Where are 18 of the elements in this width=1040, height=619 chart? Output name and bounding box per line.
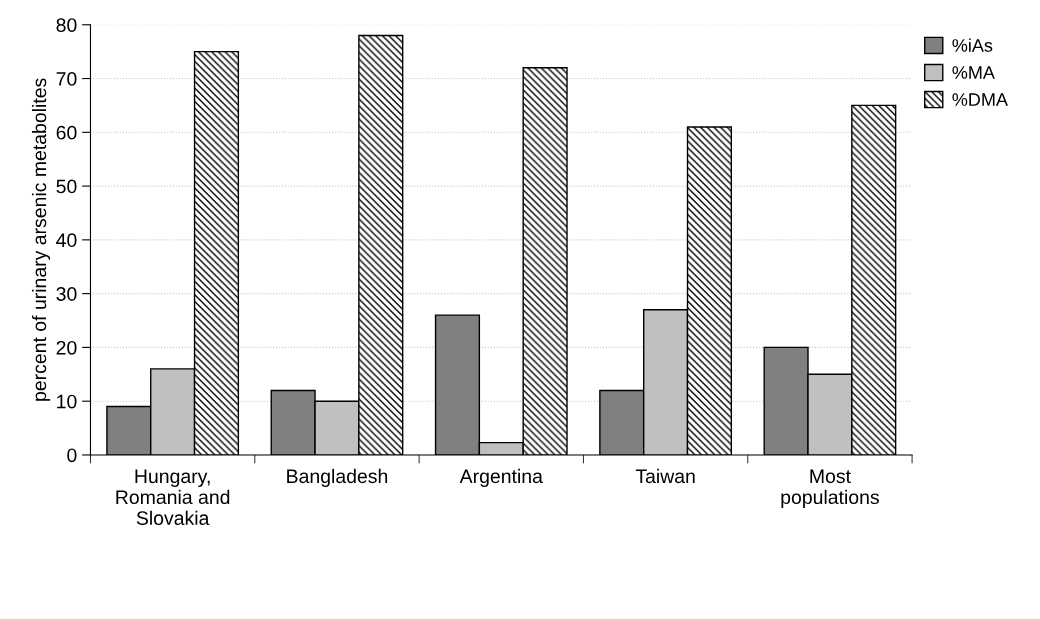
x-tick-label: Bangladesh [287,468,388,487]
x-tick-label: Taiwan [635,468,695,484]
y-tick-label: 20 [56,340,77,355]
legend-label: %iAs [952,38,993,52]
legend-label: %DMA [952,93,1008,106]
y-tick-label: 0 [67,448,77,463]
y-tick-label: 60 [56,125,77,140]
y-axis-title: percent of urinary arsenic metabolites [31,78,51,401]
y-tick-label: 50 [56,179,77,194]
legend-label: %MA [952,66,995,79]
x-tick-label: Hungary, Romania and Slovakia [116,469,230,526]
x-tick-label: Most populations [781,469,879,508]
y-tick-label: 30 [56,287,77,301]
y-tick-label: 10 [57,394,77,409]
y-tick-label: 70 [56,72,77,86]
y-tick-label: 80 [56,18,77,32]
y-tick-label: 40 [56,233,77,248]
x-tick-label: Argentina [459,468,543,487]
